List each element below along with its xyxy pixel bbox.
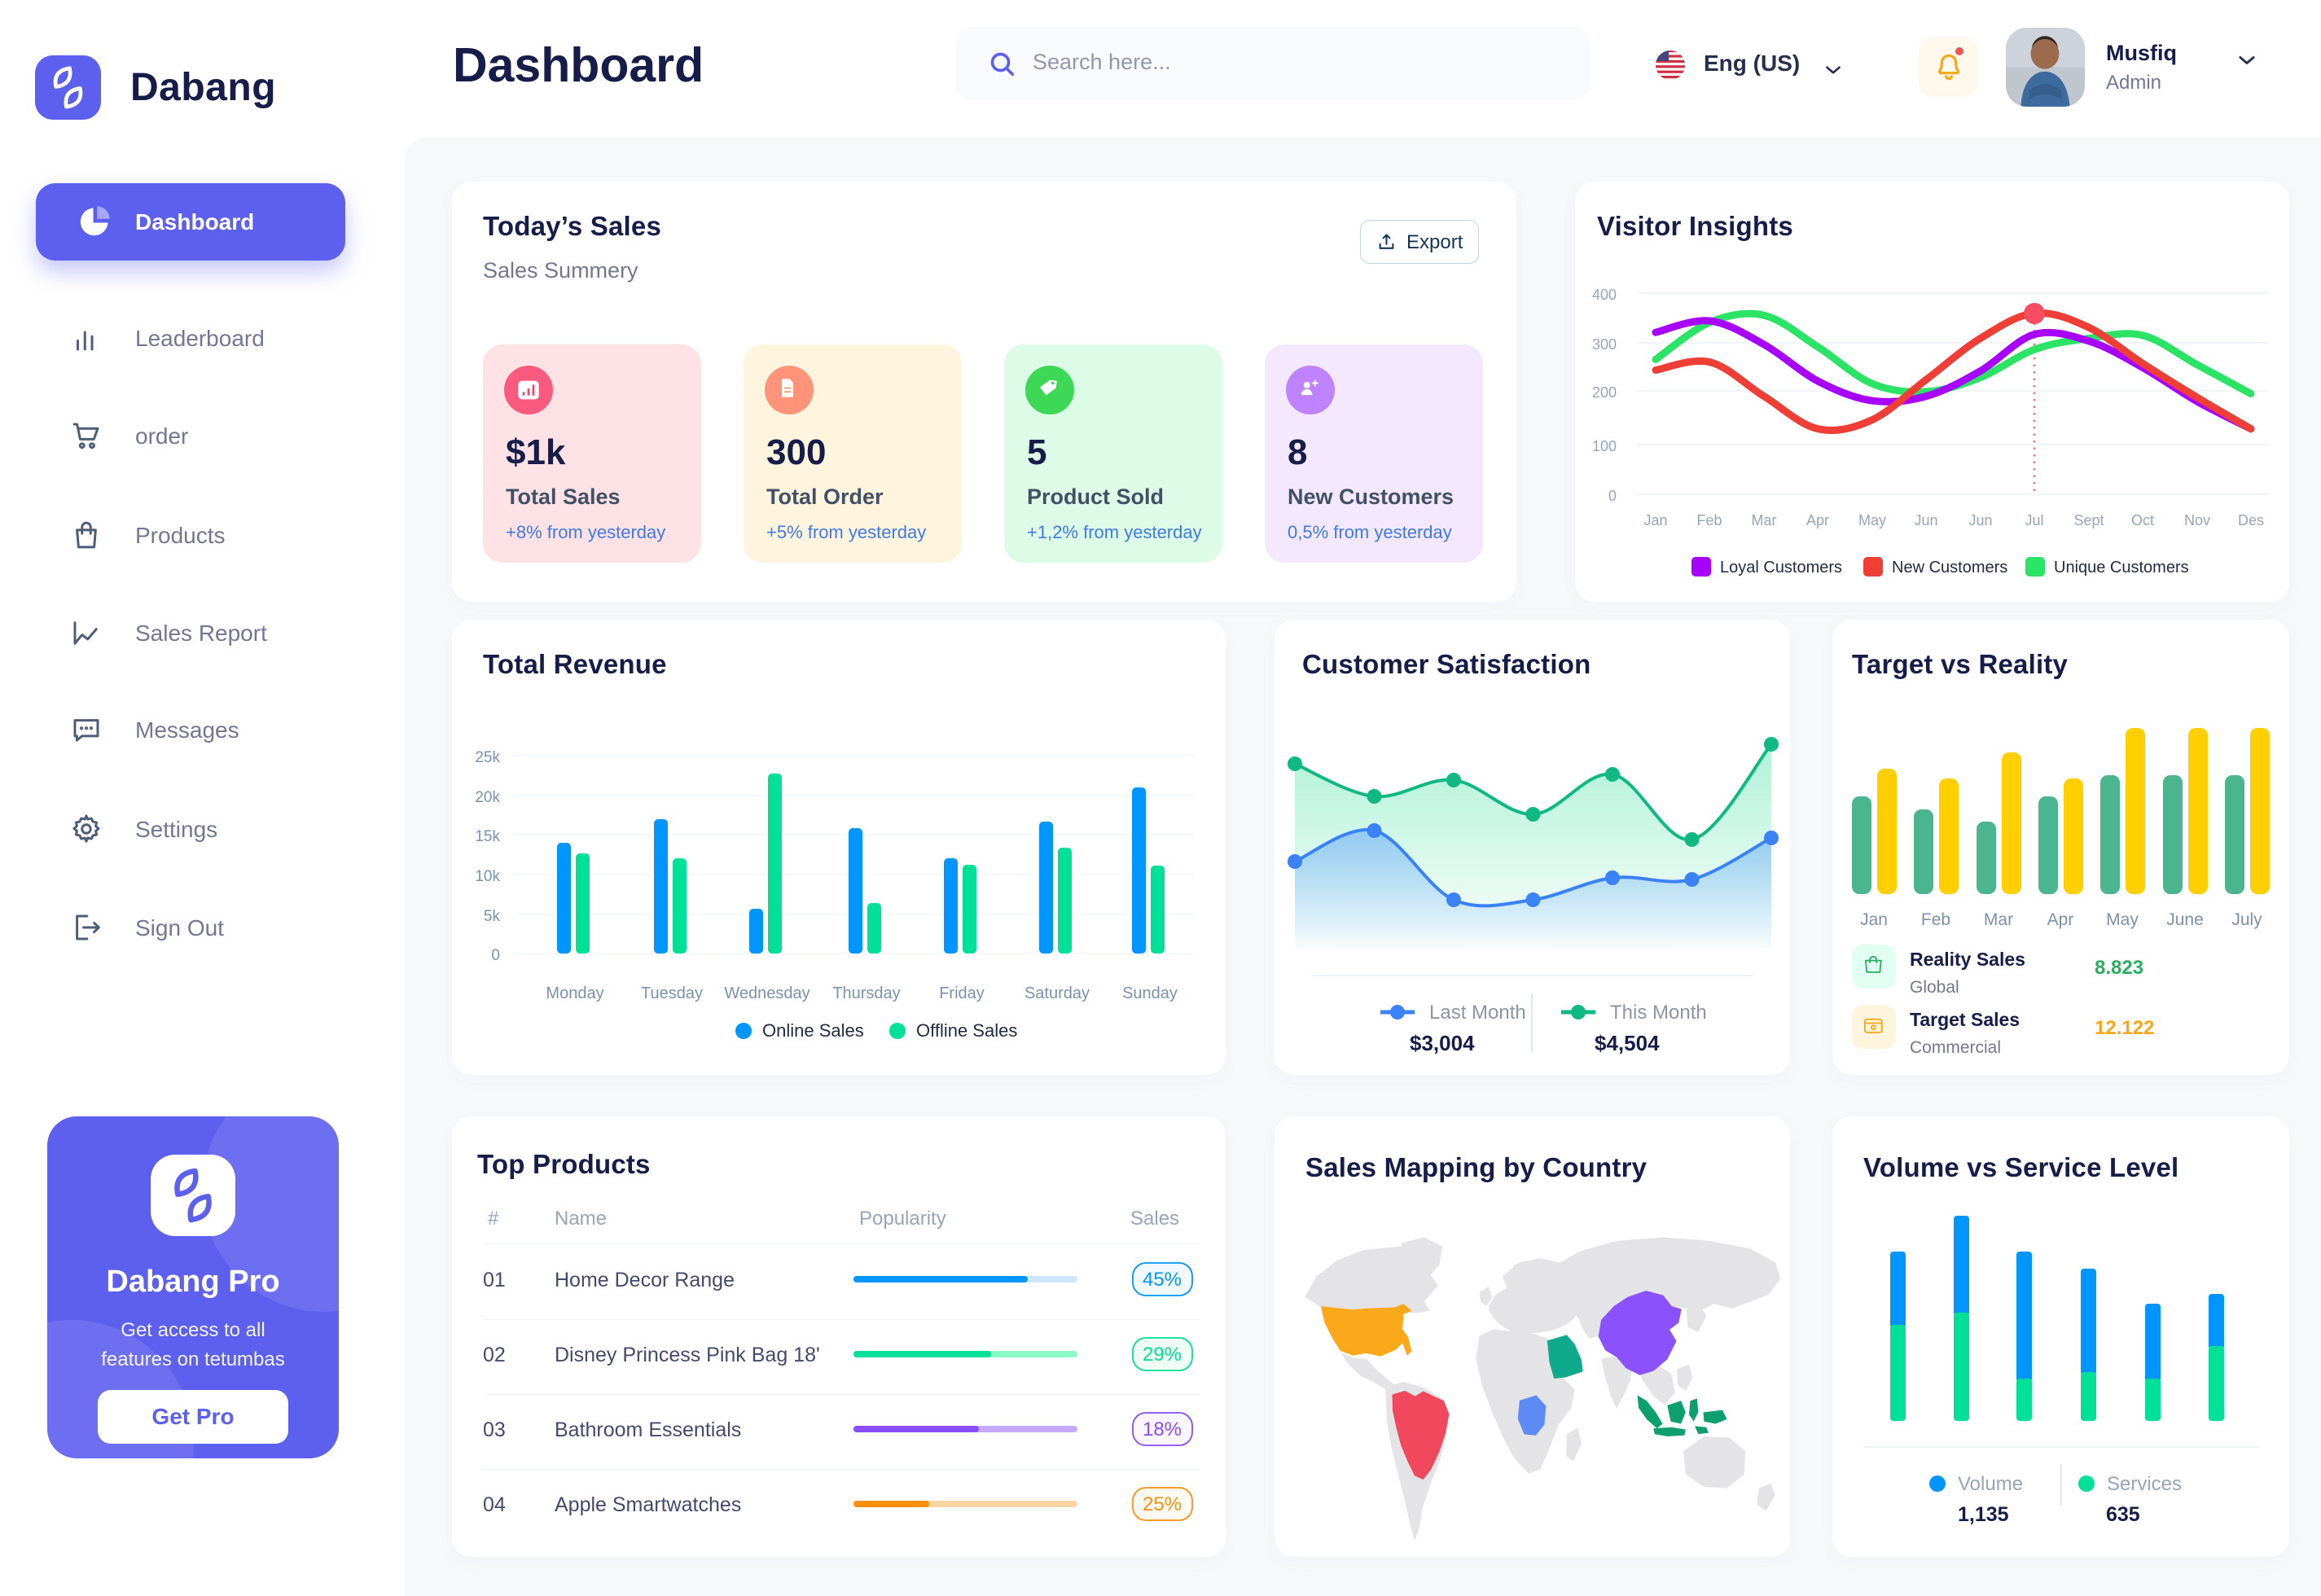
svg-text:01: 01 xyxy=(483,1269,506,1291)
svg-text:Online Sales: Online Sales xyxy=(762,1020,864,1041)
svg-text:635: 635 xyxy=(2106,1503,2140,1526)
svg-text:02: 02 xyxy=(483,1344,506,1366)
svg-text:May: May xyxy=(1858,512,1886,528)
svg-text:Feb: Feb xyxy=(1696,512,1722,528)
svg-text:May: May xyxy=(2106,910,2139,929)
svg-text:Jan: Jan xyxy=(1860,910,1888,929)
svg-text:15k: 15k xyxy=(475,828,500,845)
svg-text:1,135: 1,135 xyxy=(1958,1503,2009,1526)
svg-text:Sunday: Sunday xyxy=(1122,984,1178,1002)
svg-text:400: 400 xyxy=(1592,287,1617,303)
svg-text:25k: 25k xyxy=(475,749,500,766)
svg-text:45%: 45% xyxy=(1143,1269,1182,1291)
svg-text:Thursday: Thursday xyxy=(832,984,900,1002)
svg-text:300: 300 xyxy=(1592,336,1617,353)
svg-text:Jun: Jun xyxy=(1914,512,1937,528)
svg-text:New Customers: New Customers xyxy=(1892,559,2007,577)
svg-text:Sept: Sept xyxy=(2073,512,2104,528)
svg-text:This Month: This Month xyxy=(1610,1002,1707,1024)
svg-text:Apr: Apr xyxy=(2047,910,2074,929)
svg-text:18%: 18% xyxy=(1143,1418,1182,1440)
svg-text:10k: 10k xyxy=(475,868,500,885)
svg-text:Commercial: Commercial xyxy=(1910,1038,2001,1057)
svg-text:20k: 20k xyxy=(475,789,500,806)
svg-text:Friday: Friday xyxy=(939,984,985,1002)
svg-text:Saturday: Saturday xyxy=(1024,984,1090,1002)
svg-text:Nov: Nov xyxy=(2184,512,2210,528)
svg-text:Feb: Feb xyxy=(1921,910,1950,929)
svg-text:Volume: Volume xyxy=(1958,1473,2023,1495)
svg-text:Tuesday: Tuesday xyxy=(641,984,703,1002)
svg-text:$4,504: $4,504 xyxy=(1595,1031,1660,1055)
svg-text:03: 03 xyxy=(483,1418,506,1441)
svg-text:Last Month: Last Month xyxy=(1429,1002,1526,1024)
svg-text:Jan: Jan xyxy=(1643,512,1667,528)
svg-text:Wednesday: Wednesday xyxy=(724,984,809,1002)
svg-text:July: July xyxy=(2231,910,2262,929)
svg-text:Jul: Jul xyxy=(2025,512,2043,528)
svg-text:Loyal Customers: Loyal Customers xyxy=(1720,559,1842,577)
svg-text:June: June xyxy=(2166,910,2204,929)
svg-text:Oct: Oct xyxy=(2131,512,2154,528)
svg-text:Jun: Jun xyxy=(1968,512,1992,528)
svg-text:Home Decor Range: Home Decor Range xyxy=(555,1269,735,1291)
svg-text:0: 0 xyxy=(1608,488,1617,504)
svg-text:5k: 5k xyxy=(484,908,501,925)
svg-text:0: 0 xyxy=(491,947,500,964)
svg-text:25%: 25% xyxy=(1143,1493,1182,1515)
svg-text:Offline Sales: Offline Sales xyxy=(916,1020,1017,1041)
svg-text:Global: Global xyxy=(1910,978,1959,997)
svg-text:Des: Des xyxy=(2238,512,2264,528)
svg-text:100: 100 xyxy=(1592,438,1617,454)
svg-text:Disney Princess Pink Bag 18': Disney Princess Pink Bag 18' xyxy=(555,1344,820,1366)
svg-text:Apr: Apr xyxy=(1806,512,1829,528)
svg-text:200: 200 xyxy=(1592,384,1617,401)
svg-text:29%: 29% xyxy=(1143,1344,1182,1366)
svg-text:Unique Customers: Unique Customers xyxy=(2054,559,2189,577)
svg-text:Bathroom Essentials: Bathroom Essentials xyxy=(555,1418,741,1441)
svg-text:Reality Sales: Reality Sales xyxy=(1910,949,2025,970)
svg-text:Mar: Mar xyxy=(1752,512,1777,528)
svg-text:8.823: 8.823 xyxy=(2095,957,2143,979)
svg-text:04: 04 xyxy=(483,1493,506,1516)
svg-text:Apple Smartwatches: Apple Smartwatches xyxy=(555,1493,741,1516)
svg-text:Monday: Monday xyxy=(546,984,603,1002)
svg-text:Mar: Mar xyxy=(1984,910,2013,929)
svg-text:Target Sales: Target Sales xyxy=(1910,1009,2020,1030)
svg-text:12.122: 12.122 xyxy=(2095,1017,2154,1039)
svg-text:$3,004: $3,004 xyxy=(1410,1031,1475,1055)
svg-text:Services: Services xyxy=(2107,1473,2182,1495)
